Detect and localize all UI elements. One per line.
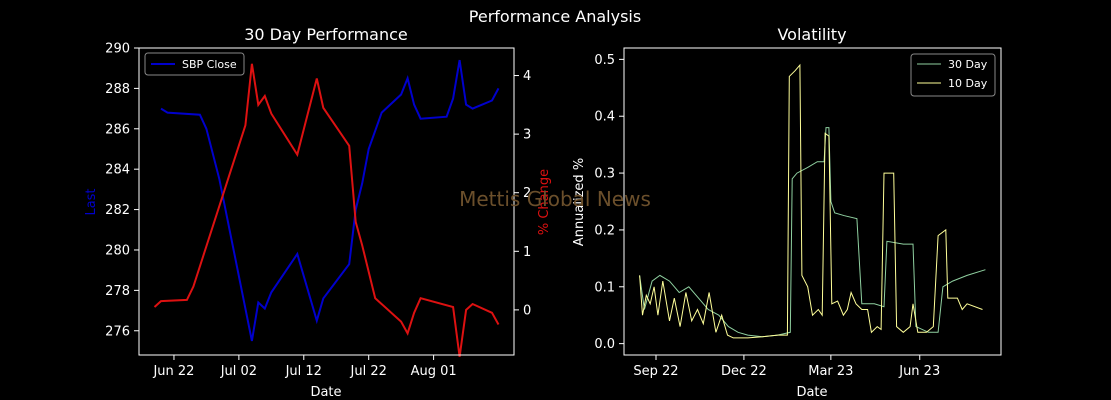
perf-y-tick-label: 286 <box>105 122 130 137</box>
volatility-legend: 30 Day 10 Day <box>910 53 996 97</box>
performance-chart: 30 Day Performance Jun 22 Jul 02 Jul 12 Jul… <box>84 25 552 400</box>
perf-y2-tick-label: 0 <box>523 303 531 318</box>
perf-x-tick-label: Jul 02 <box>220 364 257 379</box>
perf-x-tick-label: Jul 22 <box>350 364 387 379</box>
perf-y-tick-label: 282 <box>105 203 130 218</box>
vol-x-tick-label: Mar 23 <box>808 364 853 379</box>
legend-30-day-label: 30 Day <box>948 58 988 71</box>
perf-x-tick-label: Jun 22 <box>152 364 194 379</box>
vol-y-tick-label: 0.0 <box>594 337 615 352</box>
perf-y2-tick-label: 2 <box>523 186 531 201</box>
perf-x-tick-label: Jul 12 <box>285 364 322 379</box>
vol-y-tick-label: 0.1 <box>594 280 615 295</box>
vol-y-tick-label: 0.2 <box>594 223 615 238</box>
vol-10-day-line <box>639 63 983 339</box>
performance-x-axis-label: Date <box>310 385 341 400</box>
perf-y2-tick-label: 3 <box>523 128 531 143</box>
volatility-plot-frame <box>623 47 1002 356</box>
perf-y-tick-label: 280 <box>105 243 130 258</box>
vol-30-day-line <box>639 127 986 338</box>
volatility-x-axis-label: Date <box>796 385 827 400</box>
volatility-y-axis-label: Annualized % <box>572 158 587 246</box>
volatility-title: Volatility <box>777 25 846 44</box>
performance-y-axis-label: Last <box>84 188 99 215</box>
perf-y2-tick-label: 4 <box>523 69 531 84</box>
sbp-close-line <box>160 59 500 342</box>
vol-y-tick-label: 0.5 <box>594 53 615 68</box>
vol-y-tick-label: 0.4 <box>594 110 615 125</box>
perf-y-tick-label: 284 <box>105 163 130 178</box>
figure-suptitle: Performance Analysis <box>469 7 641 26</box>
vol-x-tick-label: Sep 22 <box>633 364 678 379</box>
perf-y-tick-label: 288 <box>105 82 130 97</box>
volatility-chart: Volatility Sep 22 Dec 22 Mar 23 Jun 23 0.0 0.… <box>572 25 1002 400</box>
perf-y2-tick-label: 1 <box>523 245 531 260</box>
legend-10-day-label: 10 Day <box>948 77 988 90</box>
perf-x-tick-label: Aug 01 <box>411 364 457 379</box>
performance-title: 30 Day Performance <box>244 25 408 44</box>
legend-sbp-close-label: SBP Close <box>182 58 237 71</box>
performance-legend-box <box>144 52 245 76</box>
performance-plot-frame <box>138 47 515 356</box>
vol-x-tick-label: Jun 23 <box>898 364 940 379</box>
performance-legend: SBP Close <box>144 52 245 76</box>
watermark: Mettis Global News <box>459 187 651 211</box>
vol-x-tick-label: Dec 22 <box>721 364 767 379</box>
pct-change-line <box>153 63 500 357</box>
perf-y-tick-label: 290 <box>105 42 130 57</box>
vol-y-tick-label: 0.3 <box>594 167 615 182</box>
perf-y-tick-label: 276 <box>105 324 130 339</box>
perf-y-tick-label: 278 <box>105 284 130 299</box>
performance-y2-axis-label: % Change <box>537 169 552 235</box>
